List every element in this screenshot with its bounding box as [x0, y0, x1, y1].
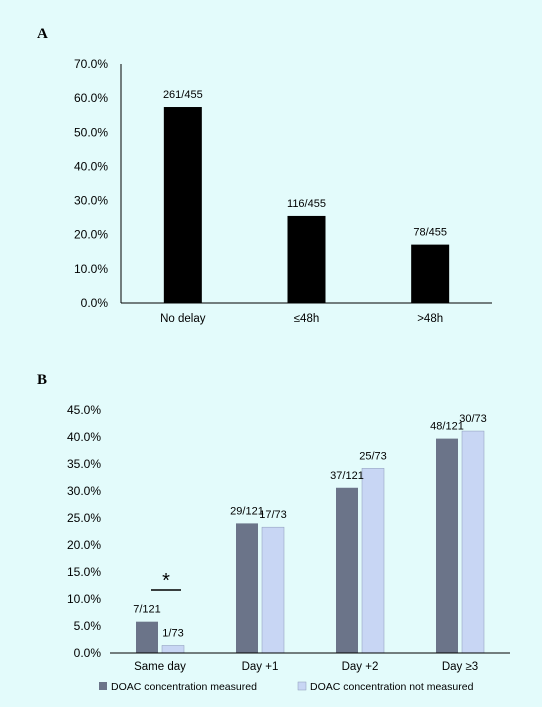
panel-a-ytick-label: 60.0%: [74, 91, 108, 105]
bar-not-measured: [461, 430, 485, 654]
panel-b-data-label: 7/121: [133, 604, 161, 616]
panel-a-ytick-label: 0.0%: [81, 296, 109, 310]
panel-b-data-label: 29/121: [230, 505, 264, 517]
panel-b-data-label: 30/73: [459, 413, 487, 425]
panel-b-ytick-label: 5.0%: [74, 619, 102, 633]
bar-not-measured: [161, 645, 185, 654]
panel-a-data-label: 78/455: [413, 227, 447, 239]
panel-b-category-label: Day +1: [242, 661, 279, 673]
panel-b-ytick-label: 25.0%: [67, 511, 101, 525]
legend-label-measured: DOAC concentration measured: [111, 681, 257, 693]
legend: DOAC concentration measured DOAC concent…: [99, 681, 474, 693]
panel-b-category-label: Same day: [134, 661, 186, 673]
panel-a-ytick-label: 10.0%: [74, 262, 108, 276]
significance-annotation: *: [151, 570, 181, 592]
panel-a-category-label: ≤48h: [294, 313, 320, 325]
panel-b-category-label: Day +2: [342, 661, 379, 673]
panel-b-category-label: Day ≥3: [442, 661, 478, 673]
legend-swatch-measured: [99, 682, 107, 690]
panel-b-ytick-label: 40.0%: [67, 430, 101, 444]
significance-asterisk: *: [162, 570, 170, 592]
panel-b-data-label: 1/73: [162, 627, 183, 639]
legend-swatch-not-measured: [297, 681, 307, 691]
panel-b-data-label: 17/73: [259, 509, 287, 521]
bar-measured: [436, 438, 458, 653]
bar-not-measured: [361, 468, 385, 654]
panel-a-ytick-label: 70.0%: [74, 57, 108, 71]
panel-b-ytick-label: 35.0%: [67, 457, 101, 471]
panel-a-bar: [411, 244, 450, 303]
panel-b-ytick-label: 15.0%: [67, 565, 101, 579]
panel-a-ytick-label: 50.0%: [74, 125, 108, 139]
panel-a: A 0.0% 10.0% 20.0% 30.0% 40.0% 50.0% 60.0% 70.0…: [37, 26, 492, 325]
bar-not-measured: [261, 526, 285, 654]
panel-a-bar: [287, 215, 326, 303]
bar-measured: [136, 621, 158, 653]
panel-a-ytick-label: 30.0%: [74, 194, 108, 208]
panel-b-ytick-label: 0.0%: [74, 646, 102, 660]
panel-b-ytick-label: 30.0%: [67, 484, 101, 498]
panel-b-data-label: 37/121: [330, 470, 364, 482]
panel-b-data-label: 25/73: [359, 450, 387, 462]
panel-a-ytick-label: 20.0%: [74, 228, 108, 242]
panel-a-category-label: No delay: [160, 313, 206, 325]
legend-label-not-measured: DOAC concentration not measured: [310, 681, 474, 693]
panel-b: B 0.0% 5.0% 10.0% 15.0% 20.0% 25.0% 30.0% 35.0%…: [37, 372, 510, 693]
panel-b-letter: B: [37, 372, 47, 388]
panel-b-ytick-label: 10.0%: [67, 592, 101, 606]
panel-b-ytick-label: 45.0%: [67, 403, 101, 417]
panel-b-ytick-label: 20.0%: [67, 538, 101, 552]
panel-a-letter: A: [37, 26, 48, 42]
panel-b-data-label: 48/121: [430, 421, 464, 433]
panel-a-ytick-label: 40.0%: [74, 159, 108, 173]
panel-a-data-label: 116/455: [287, 198, 326, 210]
panel-a-bar: [163, 107, 202, 304]
panel-a-category-label: >48h: [417, 313, 443, 325]
panel-a-data-label: 261/455: [163, 89, 203, 101]
bar-measured: [236, 523, 258, 653]
bar-measured: [336, 487, 358, 653]
